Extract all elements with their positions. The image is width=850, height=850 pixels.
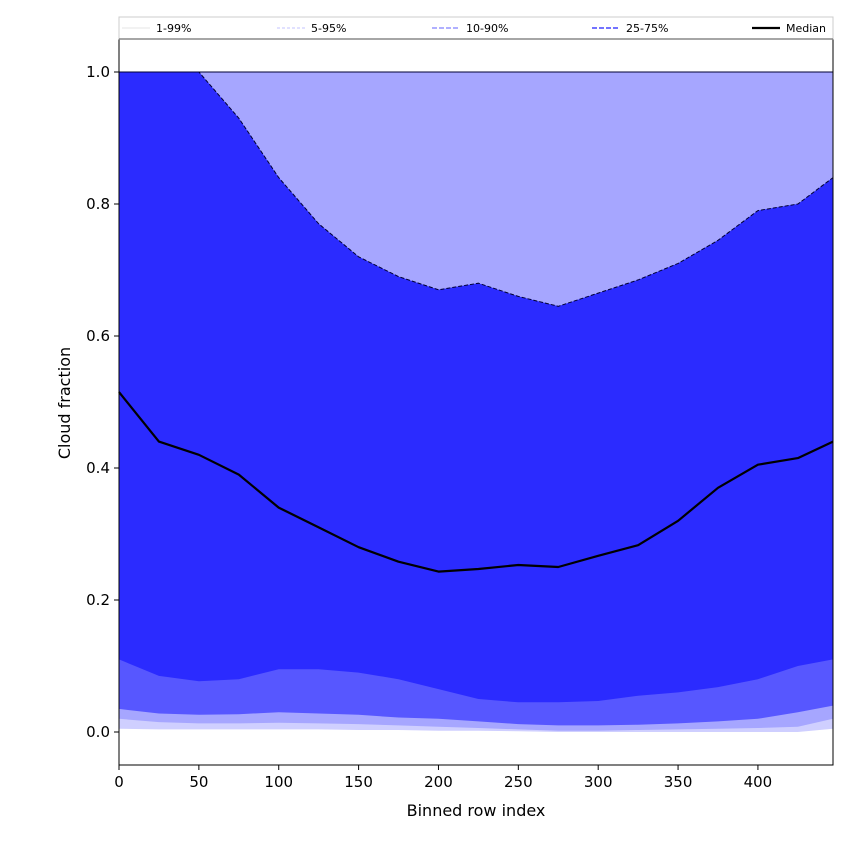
y-axis-label: Cloud fraction bbox=[55, 347, 74, 459]
x-tick-label: 150 bbox=[344, 773, 373, 791]
x-axis: 0 50 100 150 200 250 300 350 400 bbox=[114, 765, 772, 791]
x-tick-label: 400 bbox=[744, 773, 773, 791]
x-axis-label: Binned row index bbox=[407, 801, 546, 820]
median-line bbox=[118, 391, 834, 573]
y-tick-label: 0.0 bbox=[86, 723, 110, 741]
band-10-90-upper-line bbox=[119, 71, 834, 307]
x-tick-label: 100 bbox=[264, 773, 293, 791]
y-tick-label: 0.2 bbox=[86, 591, 110, 609]
band-25-75pct bbox=[119, 72, 833, 703]
legend-label: 10-90% bbox=[466, 22, 508, 35]
y-tick-label: 0.6 bbox=[86, 327, 110, 345]
legend-label: 25-75% bbox=[626, 22, 668, 35]
y-tick-label: 1.0 bbox=[86, 63, 110, 81]
legend-label: 5-95% bbox=[311, 22, 346, 35]
plot-area bbox=[118, 38, 834, 766]
legend: 1-99% 5-95% 10-90% 25-75% Median bbox=[118, 16, 834, 40]
legend-label: 1-99% bbox=[156, 22, 191, 35]
y-axis: 0.0 0.2 0.4 0.6 0.8 1.0 bbox=[86, 63, 119, 741]
legend-label: Median bbox=[786, 22, 826, 35]
x-tick-label: 350 bbox=[664, 773, 693, 791]
x-tick-label: 0 bbox=[114, 773, 124, 791]
x-tick-label: 50 bbox=[189, 773, 208, 791]
x-tick-label: 200 bbox=[424, 773, 453, 791]
x-tick-label: 300 bbox=[584, 773, 613, 791]
y-tick-label: 0.4 bbox=[86, 459, 110, 477]
y-tick-label: 0.8 bbox=[86, 195, 110, 213]
x-tick-label: 250 bbox=[504, 773, 533, 791]
